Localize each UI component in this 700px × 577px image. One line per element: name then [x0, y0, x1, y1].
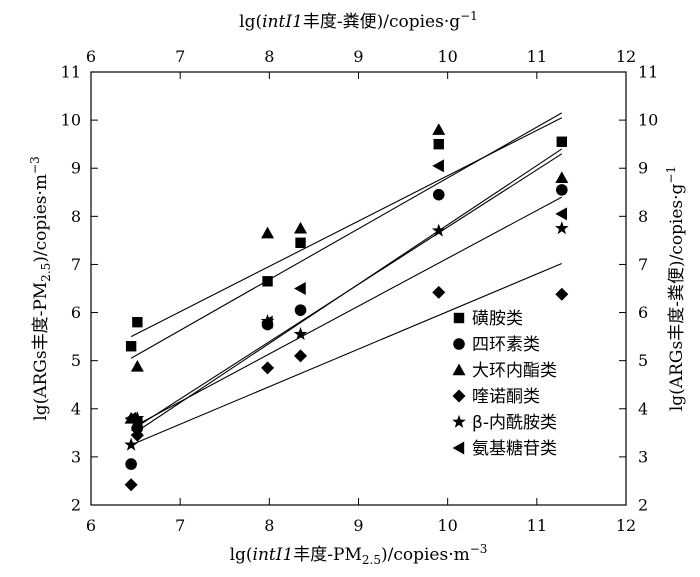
fit-lines [130, 112, 563, 446]
y-tick-label-right: 6 [638, 303, 648, 322]
x-tick-label-top: 7 [175, 47, 185, 66]
y-tick-label-left: 4 [71, 399, 81, 418]
fit-line-series-6 [130, 148, 563, 436]
point-series-2 [125, 458, 137, 470]
point-series-1 [433, 138, 444, 150]
point-series-6 [130, 415, 143, 429]
y-tick-label-left: 8 [71, 207, 81, 226]
y-tick-label-left: 9 [71, 159, 81, 178]
x-tick-label-bottom: 9 [353, 516, 363, 535]
point-series-4 [124, 478, 138, 492]
y-tick-label-left: 11 [61, 63, 81, 82]
point-series-6 [294, 282, 306, 295]
x-tick-label-top: 11 [527, 47, 547, 66]
point-series-5 [293, 327, 308, 341]
x-tick-label-top: 6 [86, 47, 96, 66]
y-tick-label-right: 10 [638, 111, 658, 130]
point-series-4 [294, 349, 308, 363]
legend-marker-1 [453, 312, 465, 324]
fit-line-series-4 [130, 262, 563, 446]
point-series-2 [294, 304, 307, 316]
legend-label-4: 喹诺酮类 [472, 387, 540, 407]
point-series-5 [554, 221, 569, 235]
y-tick-label-left: 3 [71, 447, 81, 466]
data-markers [124, 123, 569, 492]
point-series-6 [432, 159, 444, 173]
point-series-1 [132, 316, 143, 328]
x-tick-label-bottom: 6 [86, 516, 96, 535]
point-series-1 [125, 341, 137, 352]
legend-label-5: β-内酰胺类 [472, 413, 557, 433]
legend-marker-3 [452, 363, 466, 376]
fit-line-series-1 [130, 117, 563, 338]
y-axis-label-left: lg(ARGs丰度-PM2.5)/copies·m−3 [28, 156, 53, 420]
point-series-2 [556, 184, 568, 196]
x-tick-label-bottom: 11 [527, 516, 547, 535]
point-series-2 [432, 188, 445, 201]
y-tick-label-left: 6 [71, 303, 81, 322]
x-tick-label-top: 10 [437, 47, 457, 66]
y-tick-label-left: 2 [71, 496, 81, 515]
point-series-6 [555, 207, 567, 221]
point-series-4 [130, 428, 144, 442]
legend-marker-4 [452, 389, 466, 403]
point-series-1 [556, 136, 567, 147]
y-tick-label-right: 9 [638, 159, 648, 178]
legend-label-1: 磺胺类 [472, 309, 523, 329]
fit-line-series-5 [130, 196, 563, 429]
point-series-5 [130, 411, 145, 425]
y-tick-label-right: 7 [638, 255, 648, 274]
point-series-5 [431, 223, 446, 237]
x-tick-label-top: 8 [264, 47, 274, 66]
legend-marker-6 [452, 441, 465, 455]
x-tick-label-bottom: 10 [437, 516, 457, 535]
point-series-6 [261, 315, 273, 329]
x-tick-label-top: 9 [353, 47, 363, 66]
point-series-5 [124, 437, 138, 451]
x-tick-label-top: 12 [616, 47, 636, 66]
x-tick-label-bottom: 12 [616, 516, 636, 535]
point-series-3 [294, 221, 308, 234]
point-series-3 [130, 359, 144, 372]
point-series-3 [432, 123, 446, 135]
legend-marker-2 [453, 338, 465, 350]
y-tick-label-left: 7 [71, 255, 81, 274]
y-tick-label-left: 5 [71, 351, 81, 370]
y-tick-label-right: 3 [638, 447, 648, 466]
point-series-3 [555, 171, 569, 184]
point-series-1 [262, 276, 273, 287]
y-tick-label-right: 11 [638, 63, 658, 82]
y-tick-label-right: 4 [638, 399, 648, 418]
point-series-1 [295, 237, 306, 248]
point-series-4 [432, 285, 446, 299]
x-tick-label-bottom: 8 [264, 516, 274, 535]
x-tick-label-bottom: 7 [175, 516, 185, 535]
y-tick-label-left: 10 [61, 111, 81, 130]
point-series-4 [261, 361, 275, 375]
y-tick-label-right: 2 [638, 496, 648, 515]
legend-marker-5 [452, 414, 466, 428]
legend-label-2: 四环素类 [472, 335, 540, 355]
point-series-4 [555, 287, 569, 301]
x-axis-label-top: lg(intI1丰度-粪便)/copies·g−1 [239, 9, 478, 32]
fit-line-series-3 [130, 112, 563, 359]
point-series-3 [261, 226, 275, 239]
legend-label-3: 大环内酯类 [472, 361, 557, 381]
y-tick-label-right: 8 [638, 207, 648, 226]
y-axis-label-right: lg(ARGs丰度-粪便)/copies·g−1 [664, 166, 687, 411]
x-axis-label-bottom: lg(intI1丰度-PM2.5)/copies·m−3 [230, 542, 488, 567]
legend-label-6: 氨基糖苷类 [472, 439, 557, 459]
y-tick-label-right: 5 [638, 351, 648, 370]
